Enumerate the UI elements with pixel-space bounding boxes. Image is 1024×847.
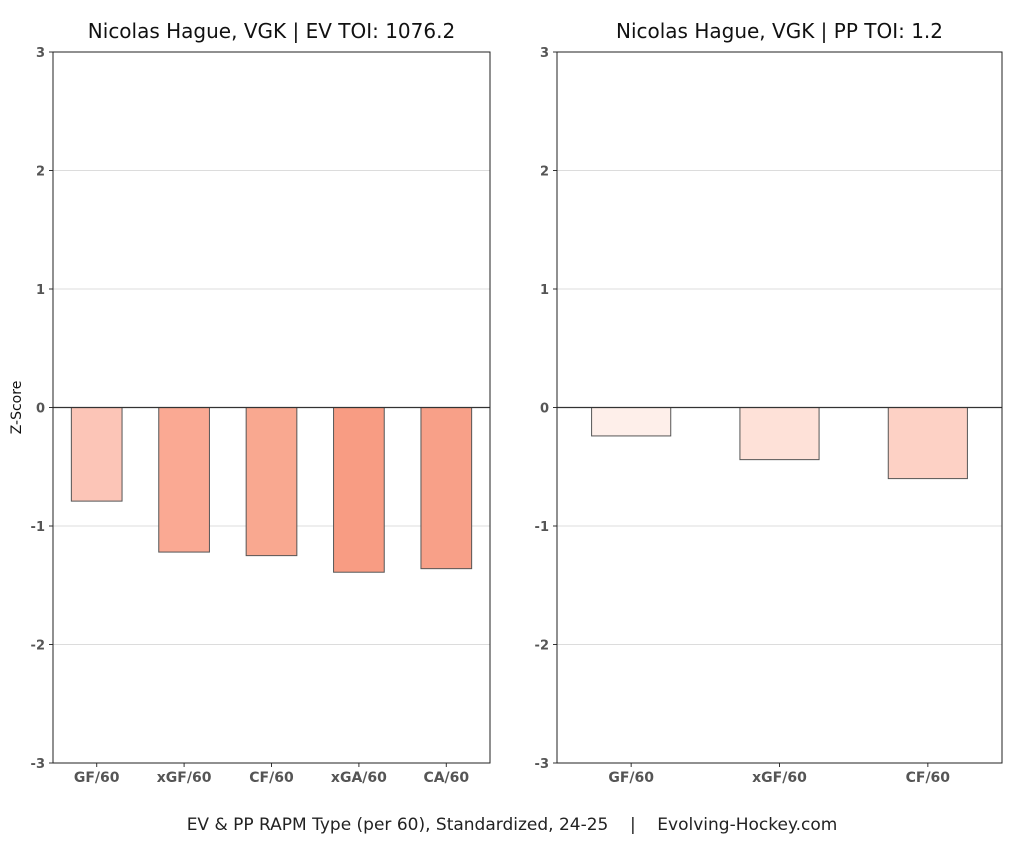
bar-cf-60 <box>887 407 968 480</box>
y-tick-label: 2 <box>540 165 549 180</box>
y-tick-label: -3 <box>535 757 549 772</box>
chart-caption: EV & PP RAPM Type (per 60), Standardized… <box>187 815 838 835</box>
x-tick-label: GF/60 <box>608 770 654 786</box>
y-tick-label: 0 <box>36 402 45 417</box>
panel-title: Nicolas Hague, VGK | EV TOI: 1076.2 <box>88 19 455 43</box>
y-tick-label: 1 <box>36 283 45 298</box>
bar-gf-60 <box>70 407 123 502</box>
y-tick-label: 0 <box>540 402 549 417</box>
bar-xgf-60 <box>739 407 820 461</box>
plot-frame <box>556 51 1003 764</box>
panel-1: -3 -2 -1 0 1 2 3 GF/60 xGF/60 CF/60 xGA/60 CA/60 Nic… <box>9 19 491 786</box>
x-tick-label: xGF/60 <box>752 770 807 786</box>
y-tick-label: -2 <box>31 639 45 654</box>
y-tick-label: 3 <box>540 46 549 61</box>
x-tick-label: CF/60 <box>249 770 294 786</box>
plot-frame <box>52 51 491 764</box>
y-tick-label: -1 <box>31 520 45 535</box>
y-tick-label: -3 <box>31 757 45 772</box>
y-axis-label: Z-Score <box>9 381 25 435</box>
x-tick-label: xGF/60 <box>157 770 212 786</box>
x-tick-label: GF/60 <box>74 770 120 786</box>
bar-gf-60 <box>591 407 672 437</box>
y-tick-label: -1 <box>535 520 549 535</box>
x-tick-label: xGA/60 <box>331 770 387 786</box>
y-tick-label: 1 <box>540 283 549 298</box>
bar-xga-60 <box>333 407 385 573</box>
y-tick-label: 3 <box>36 46 45 61</box>
y-tick-label: -2 <box>535 639 549 654</box>
y-tick-label: 2 <box>36 165 45 180</box>
panel-2: -3 -2 -1 0 1 2 3 GF/60 xGF/60 CF/60 Nicolas Hague,… <box>535 19 1003 786</box>
x-tick-label: CA/60 <box>423 770 469 786</box>
bar-ca-60 <box>420 407 473 570</box>
panel-title: Nicolas Hague, VGK | PP TOI: 1.2 <box>616 19 943 43</box>
bar-cf-60 <box>245 407 298 557</box>
x-tick-label: CF/60 <box>906 770 951 786</box>
bar-xgf-60 <box>158 407 210 553</box>
